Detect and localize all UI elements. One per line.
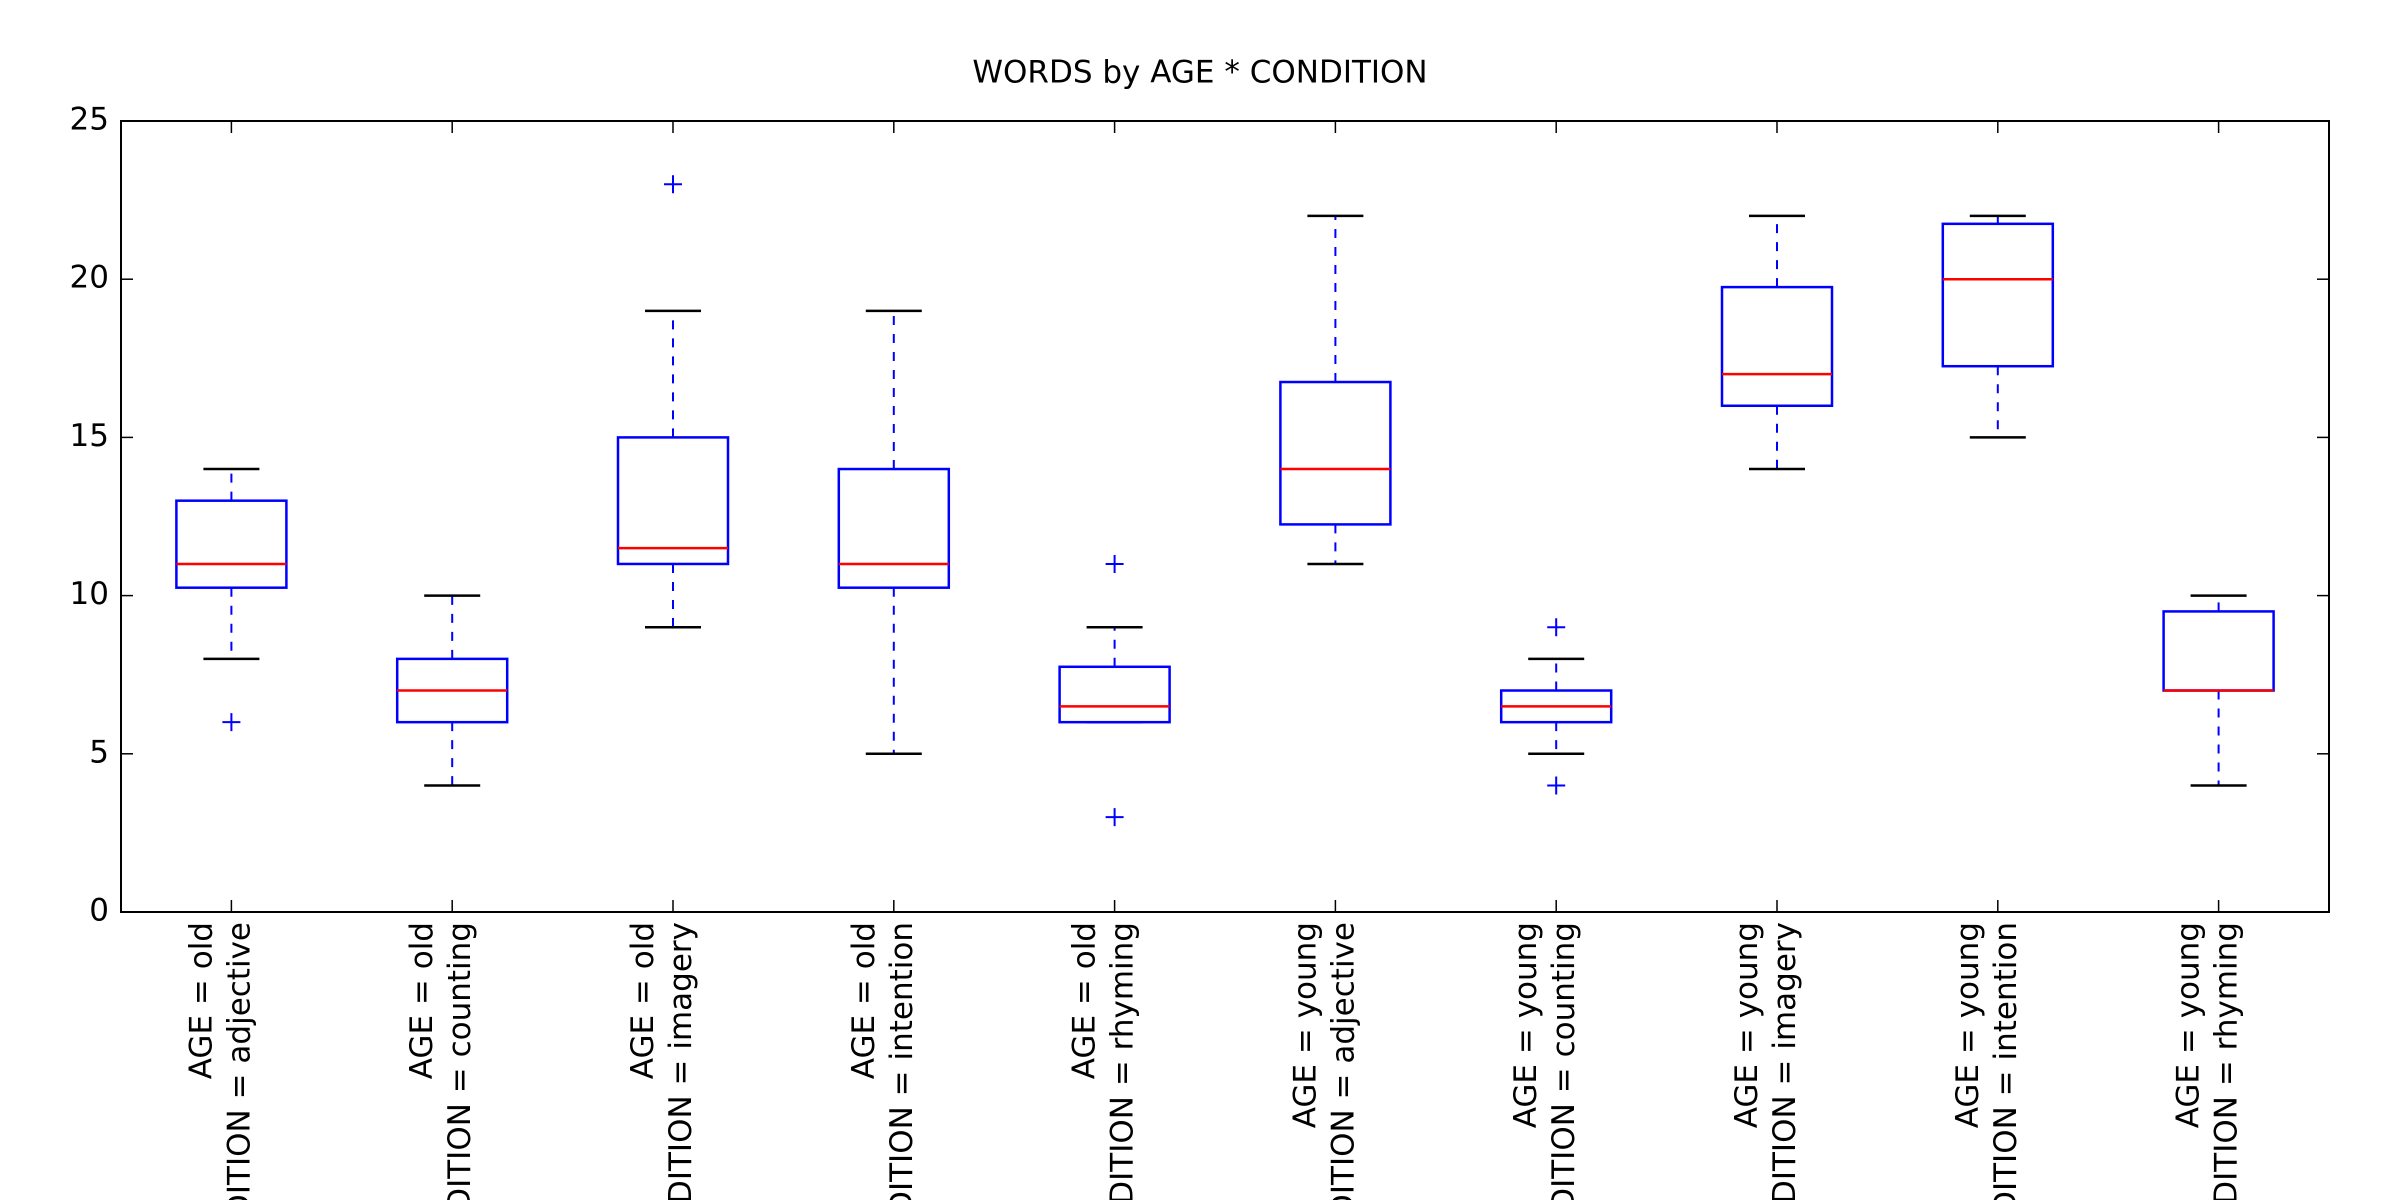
flier — [1105, 554, 1124, 573]
flier — [1547, 618, 1566, 637]
flier — [1547, 776, 1566, 795]
flier — [664, 175, 682, 194]
x-tick-label: AGE = old — [404, 922, 440, 1079]
flier — [222, 713, 241, 732]
y-tick-label: 0 — [89, 893, 109, 929]
x-tick-label: CONDITION = imagery — [663, 922, 699, 1200]
x-tick-label: CONDITION = adjective — [221, 922, 257, 1200]
y-tick-label: 5 — [89, 734, 109, 770]
y-tick-label: 25 — [70, 102, 109, 138]
box — [837, 467, 951, 589]
x-tick-label: CONDITION = intention — [1988, 922, 2024, 1200]
x-tick-label: CONDITION = intention — [884, 922, 920, 1200]
x-tick-label: AGE = young — [1950, 922, 1986, 1128]
x-tick-label: AGE = old — [183, 922, 219, 1079]
x-tick-label: CONDITION = rhyming — [2209, 922, 2245, 1200]
x-tick-label: CONDITION = counting — [1546, 922, 1582, 1200]
box — [1941, 222, 2055, 368]
x-tick-label: AGE = young — [1729, 922, 1765, 1128]
box — [2162, 610, 2275, 692]
flier — [1105, 808, 1124, 827]
box — [616, 436, 730, 566]
box — [1058, 665, 1171, 724]
x-tick-label: CONDITION = imagery — [1767, 922, 1803, 1200]
y-tick-label: 10 — [70, 576, 109, 612]
x-tick-label: CONDITION = rhyming — [1105, 922, 1141, 1200]
x-tick-label: AGE = young — [1287, 922, 1323, 1128]
x-tick-label: AGE = young — [1508, 922, 1544, 1128]
y-tick-label: 15 — [70, 418, 109, 454]
x-tick-label: AGE = old — [846, 922, 882, 1079]
plot-frame — [120, 120, 2330, 913]
box — [175, 499, 288, 589]
chart-title: WORDS by AGE * CONDITION — [972, 55, 1427, 91]
x-tick-label: AGE = old — [1067, 922, 1103, 1079]
x-tick-label: AGE = young — [2171, 922, 2207, 1128]
x-tick-label: AGE = old — [625, 922, 661, 1079]
x-tick-label: CONDITION = adjective — [1325, 922, 1361, 1200]
x-tick-label: CONDITION = counting — [442, 922, 478, 1200]
box — [1279, 380, 1392, 526]
box — [1720, 285, 1834, 408]
y-tick-label: 20 — [70, 260, 109, 296]
